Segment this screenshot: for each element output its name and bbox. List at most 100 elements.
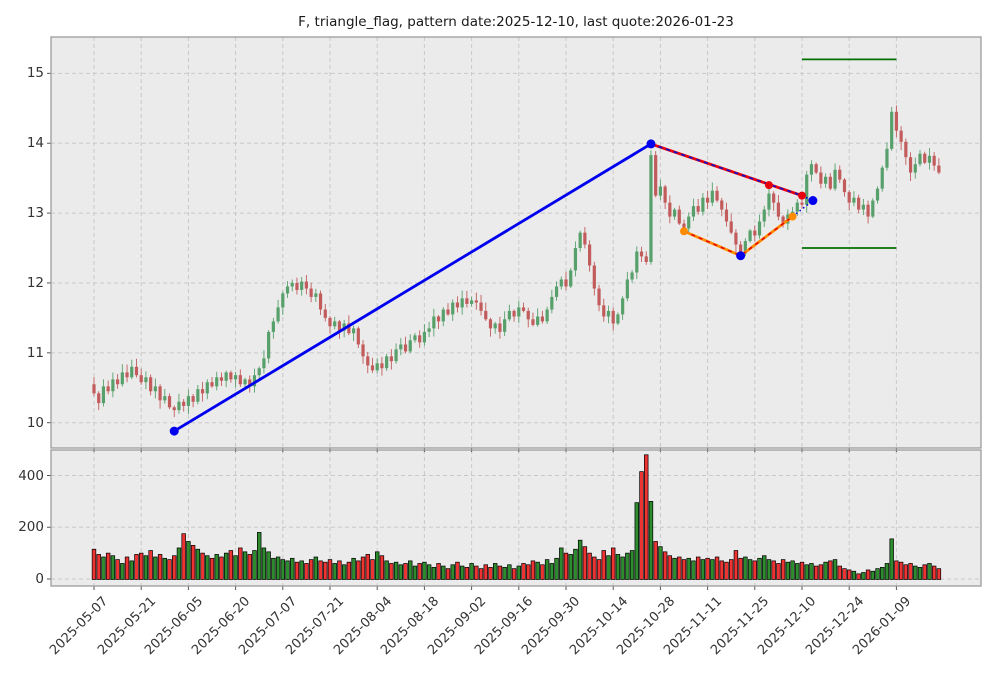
candle-body bbox=[460, 298, 464, 308]
candle-body bbox=[625, 279, 629, 299]
volume-bar bbox=[242, 551, 248, 580]
volume-bar bbox=[403, 563, 408, 580]
volume-bar bbox=[143, 555, 149, 580]
volume-bar bbox=[365, 554, 370, 580]
volume-bar bbox=[809, 563, 814, 580]
candle-body bbox=[347, 323, 351, 334]
volume-bar bbox=[96, 554, 101, 580]
candle-body bbox=[196, 389, 200, 402]
volume-bar bbox=[105, 552, 111, 580]
candle-body bbox=[219, 377, 224, 381]
level-lines bbox=[802, 58, 897, 249]
volume-bar bbox=[832, 559, 838, 580]
candle-body bbox=[597, 288, 601, 306]
candle-body bbox=[304, 281, 308, 289]
volume-bar bbox=[695, 556, 701, 580]
volume-bar bbox=[124, 556, 130, 580]
volume-bar bbox=[91, 548, 97, 580]
volume-bar bbox=[351, 557, 356, 580]
candle-body bbox=[814, 164, 818, 173]
pattern-markers bbox=[169, 139, 818, 436]
candle-body bbox=[281, 293, 285, 308]
volume-bar bbox=[488, 567, 493, 580]
volume-bar bbox=[426, 564, 432, 580]
volume-bar bbox=[157, 554, 163, 580]
volume-bar bbox=[261, 547, 267, 580]
volume-bar bbox=[441, 565, 446, 580]
candle-body bbox=[923, 153, 927, 163]
candle-body bbox=[479, 302, 483, 311]
volume-bar bbox=[115, 559, 120, 580]
candle-body bbox=[644, 256, 648, 262]
candle-body bbox=[285, 286, 290, 294]
volume-bar bbox=[455, 561, 460, 580]
volume-bar bbox=[884, 563, 890, 580]
candle-body bbox=[413, 335, 417, 341]
candle-body bbox=[149, 377, 153, 392]
candle-body bbox=[375, 363, 379, 371]
volume-bar bbox=[172, 555, 177, 580]
volume-bar bbox=[502, 567, 507, 580]
volume-bar bbox=[299, 560, 304, 580]
volume-bar bbox=[686, 557, 691, 580]
volume-bar bbox=[771, 560, 776, 580]
candle-body bbox=[432, 316, 436, 329]
volume-bar bbox=[318, 560, 323, 580]
candle-body bbox=[144, 377, 148, 383]
volume-bar bbox=[677, 556, 682, 580]
volume-bar bbox=[634, 502, 640, 580]
volume-bar bbox=[705, 557, 710, 580]
volume-bar bbox=[700, 559, 706, 580]
volume-bar bbox=[846, 569, 852, 580]
volume-bar bbox=[134, 554, 139, 580]
volume-bar bbox=[927, 563, 932, 580]
volume-bar bbox=[195, 548, 201, 580]
candle-body bbox=[739, 244, 743, 254]
volume-bar bbox=[252, 550, 257, 580]
candle-body bbox=[399, 344, 403, 350]
trend-anchor-dot bbox=[646, 139, 656, 149]
candle-body bbox=[309, 288, 313, 297]
candle-body bbox=[163, 396, 167, 401]
volume-bar bbox=[795, 563, 800, 580]
candle-body bbox=[116, 379, 120, 385]
candle-body bbox=[441, 309, 445, 322]
volume-bar bbox=[903, 564, 909, 580]
candle-body bbox=[842, 179, 847, 193]
candle-body bbox=[455, 302, 460, 308]
candle-body bbox=[649, 155, 653, 262]
candle-body bbox=[875, 188, 880, 201]
volume-bar bbox=[766, 559, 772, 580]
candle-body bbox=[323, 309, 327, 318]
candle-body bbox=[630, 272, 634, 280]
candle-body bbox=[134, 366, 139, 376]
volume-bar bbox=[167, 559, 172, 580]
candle-body bbox=[715, 190, 719, 201]
candle-body bbox=[517, 307, 521, 317]
volume-bar bbox=[459, 565, 465, 580]
candle-body bbox=[385, 356, 389, 369]
candle-body bbox=[182, 401, 186, 406]
volume-bar bbox=[719, 560, 724, 580]
volume-bar bbox=[577, 539, 583, 580]
volume-bar bbox=[521, 563, 526, 580]
volume-bar bbox=[238, 547, 243, 580]
volume-bar bbox=[540, 564, 545, 580]
candle-body bbox=[654, 155, 658, 196]
candle-body bbox=[578, 232, 582, 249]
volume-bar bbox=[408, 560, 413, 580]
lower-line-dot bbox=[680, 227, 688, 236]
volume-bar bbox=[370, 559, 375, 580]
volume-bar bbox=[511, 568, 517, 580]
lower-line-dot bbox=[788, 212, 797, 221]
candle-body bbox=[342, 323, 346, 331]
volume-bar bbox=[139, 552, 144, 580]
volume-bar bbox=[818, 564, 824, 580]
volume-bar bbox=[290, 557, 295, 580]
candle-body bbox=[125, 372, 129, 378]
candle-body bbox=[573, 248, 578, 271]
candle-body bbox=[200, 389, 205, 394]
volume-bar bbox=[389, 563, 394, 580]
volume-bar bbox=[384, 560, 389, 580]
